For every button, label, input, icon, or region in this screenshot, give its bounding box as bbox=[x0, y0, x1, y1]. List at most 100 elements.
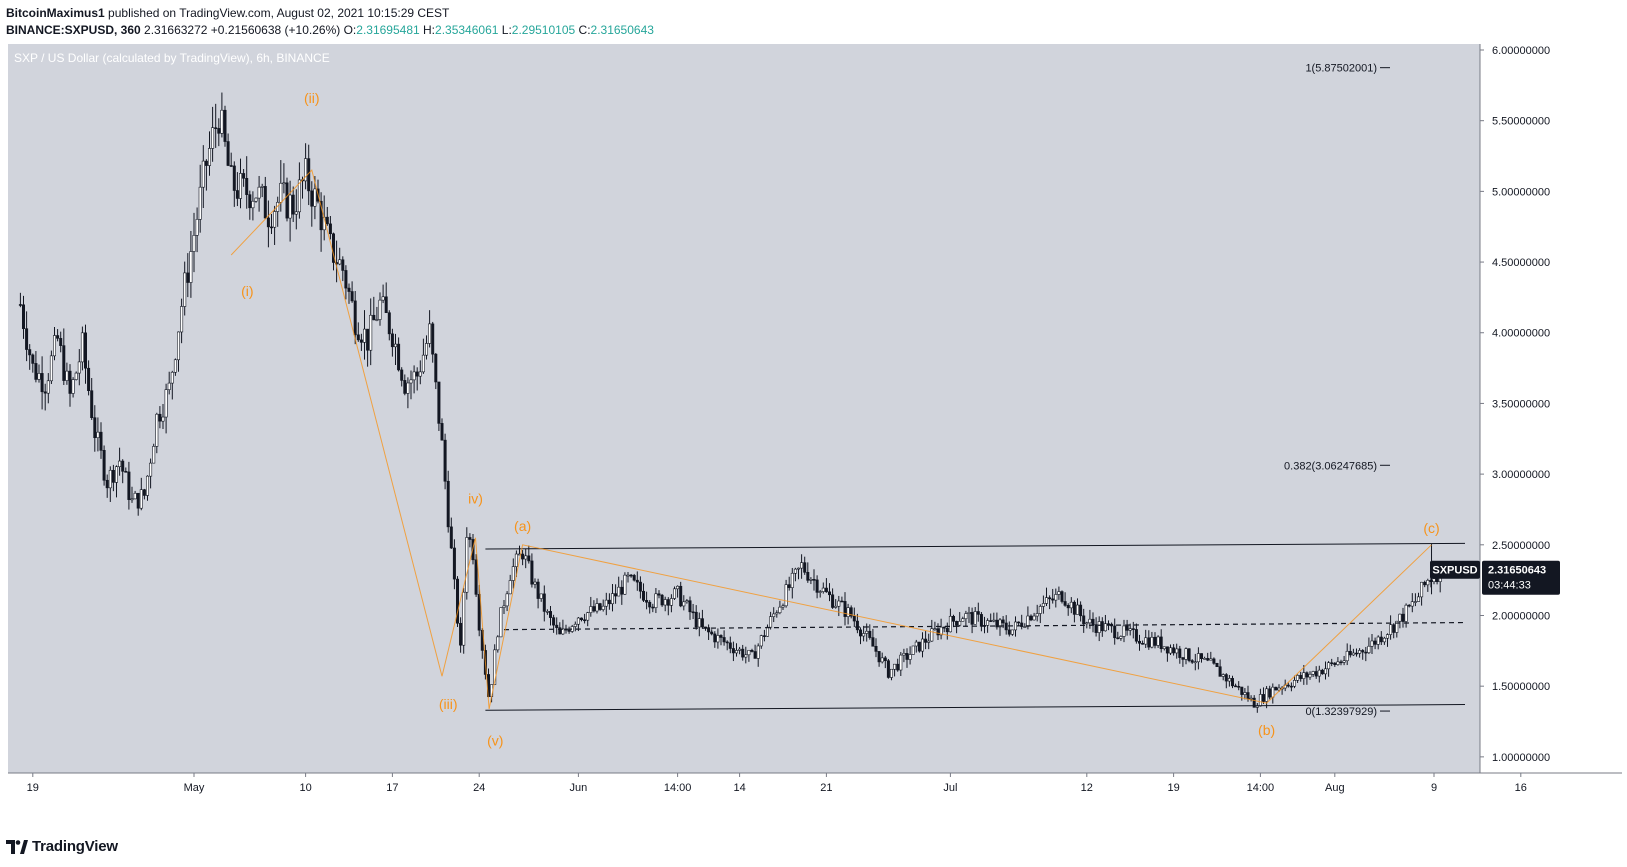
candle-body bbox=[462, 591, 466, 646]
candle-body bbox=[756, 645, 760, 659]
candle-body bbox=[834, 605, 838, 608]
candle-body bbox=[1355, 652, 1359, 655]
tradingview-logo-text: TradingView bbox=[32, 838, 118, 855]
candle-body bbox=[341, 259, 345, 271]
candle-body bbox=[468, 537, 472, 540]
candle-body bbox=[738, 648, 742, 651]
candle-body bbox=[328, 223, 332, 235]
candle-body bbox=[669, 598, 673, 606]
candle-body bbox=[905, 653, 909, 660]
candle-body bbox=[440, 423, 444, 441]
candle-body bbox=[641, 590, 645, 601]
publish-info: BitcoinMaximus1 published on TradingView… bbox=[6, 6, 449, 20]
candle-body bbox=[1407, 604, 1411, 607]
candle-body bbox=[1113, 625, 1117, 639]
y-tick-label: 2.00000000 bbox=[1492, 610, 1550, 622]
candle-body bbox=[474, 559, 478, 595]
candle-body bbox=[986, 620, 990, 626]
candle-body bbox=[809, 579, 813, 581]
candle-body bbox=[127, 471, 131, 500]
candle-body bbox=[452, 547, 456, 580]
candle-body bbox=[431, 323, 435, 355]
candle-body bbox=[877, 651, 881, 663]
candle-body bbox=[564, 628, 568, 631]
candle-body bbox=[858, 629, 862, 637]
candle-body bbox=[843, 601, 847, 617]
x-tick-label: 17 bbox=[386, 782, 398, 794]
candle-body bbox=[679, 585, 683, 607]
candle-body bbox=[1169, 647, 1173, 654]
candle-body bbox=[700, 618, 704, 628]
candle-body bbox=[1159, 636, 1163, 650]
candle-body bbox=[995, 619, 999, 628]
candle-body bbox=[784, 584, 788, 607]
wave-label: (b) bbox=[1258, 722, 1275, 738]
wave-label: (a) bbox=[514, 518, 531, 534]
candle-body bbox=[849, 607, 853, 617]
candle-body bbox=[914, 641, 918, 647]
tradingview-logo[interactable]: TradingView bbox=[6, 838, 118, 855]
candle-body bbox=[1215, 663, 1219, 668]
candle-body bbox=[1209, 658, 1213, 661]
x-tick-label: 14:00 bbox=[664, 782, 692, 794]
candle-body bbox=[1122, 625, 1126, 637]
candle-body bbox=[911, 645, 915, 655]
y-tick-label: 4.00000000 bbox=[1492, 328, 1550, 340]
candle-body bbox=[896, 663, 900, 671]
candle-body bbox=[1336, 661, 1340, 665]
candle-body bbox=[1094, 624, 1098, 633]
candle-body bbox=[1299, 675, 1303, 679]
candle-body bbox=[1376, 636, 1380, 645]
wave-label: iv) bbox=[468, 490, 483, 506]
candle-body bbox=[1268, 688, 1272, 698]
candle-body bbox=[924, 638, 928, 643]
candle-body bbox=[589, 606, 593, 613]
candle-body bbox=[214, 127, 218, 129]
candle-body bbox=[1361, 650, 1365, 653]
candle-body bbox=[173, 359, 177, 373]
currency-label: USD bbox=[1510, 51, 1533, 63]
candle-body bbox=[269, 226, 273, 229]
candle-body bbox=[167, 382, 171, 390]
candle-body bbox=[71, 379, 75, 394]
candle-body bbox=[208, 148, 212, 166]
candle-body bbox=[558, 627, 562, 635]
candle-body bbox=[601, 605, 605, 610]
y-tick-label: 5.00000000 bbox=[1492, 186, 1550, 198]
low-label: L: bbox=[501, 23, 512, 37]
candle-body bbox=[1076, 604, 1080, 615]
candle-body bbox=[1010, 629, 1014, 635]
candle-body bbox=[886, 660, 890, 678]
candle-body bbox=[1320, 669, 1324, 675]
candle-body bbox=[883, 657, 887, 662]
candle-body bbox=[434, 353, 438, 383]
symbol-tag bbox=[1430, 560, 1480, 579]
candle-body bbox=[697, 618, 701, 628]
candle-body bbox=[1330, 662, 1334, 665]
candle-body bbox=[676, 585, 680, 590]
candle-body bbox=[536, 581, 540, 599]
candle-body bbox=[1079, 604, 1083, 617]
candle-body bbox=[1150, 636, 1154, 648]
candle-body bbox=[1175, 648, 1179, 654]
candle-body bbox=[204, 160, 208, 166]
candle-body bbox=[189, 251, 193, 283]
candle-body bbox=[362, 328, 366, 343]
candle-body bbox=[121, 460, 125, 472]
candle-body bbox=[350, 291, 354, 302]
x-tick-label: May bbox=[184, 782, 205, 794]
candle-body bbox=[502, 605, 506, 608]
x-tick-label: 24 bbox=[473, 782, 485, 794]
candle-body bbox=[235, 190, 239, 199]
author-name[interactable]: BitcoinMaximus1 bbox=[6, 6, 105, 20]
candle-body bbox=[871, 637, 875, 647]
candle-body bbox=[567, 629, 571, 632]
candle-body bbox=[964, 613, 968, 620]
price-axis bbox=[1480, 44, 1622, 773]
candle-body bbox=[1218, 666, 1222, 677]
candle-body bbox=[1426, 580, 1430, 586]
candle-body bbox=[393, 343, 397, 348]
candle-body bbox=[796, 567, 800, 570]
candle-body bbox=[80, 332, 84, 363]
